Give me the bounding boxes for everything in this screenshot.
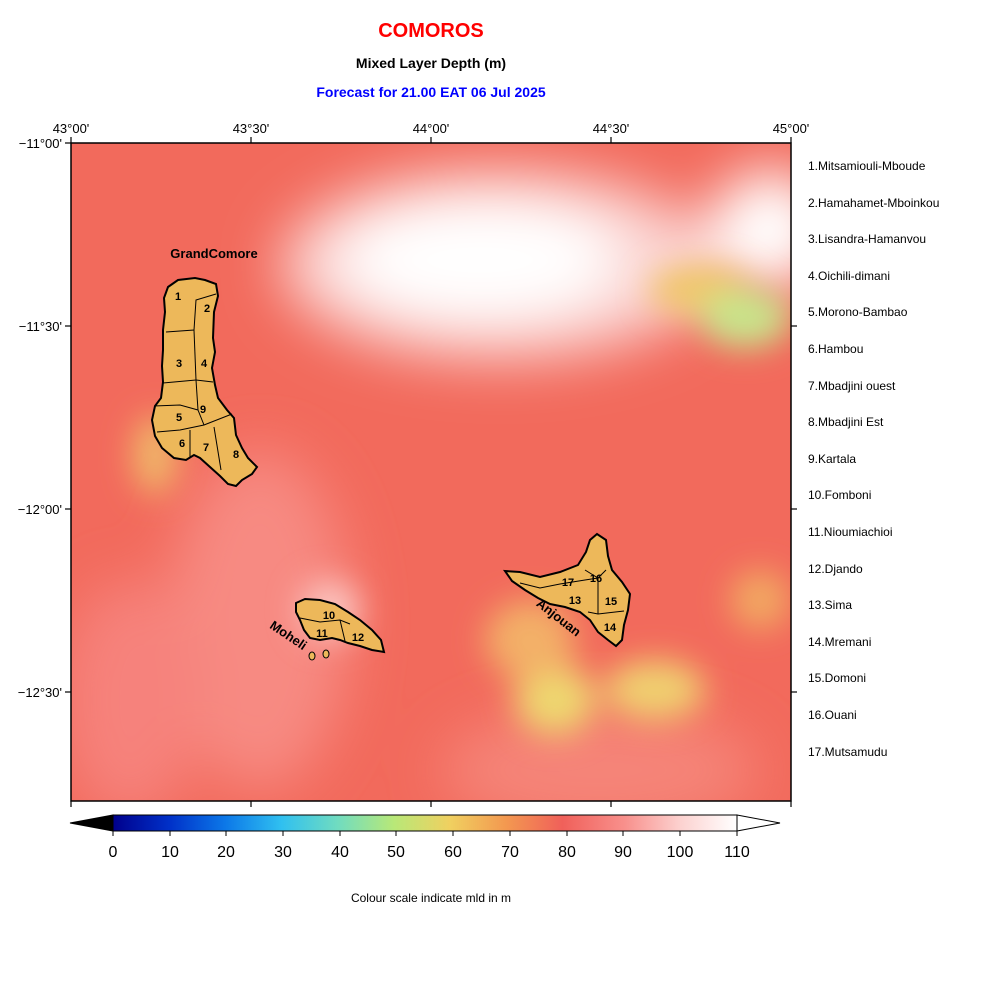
colorbar-caption: Colour scale indicate mld in m (350, 891, 512, 905)
region-legend-item: 7.Mbadjini ouest (808, 378, 896, 393)
colorbar-bar (112, 814, 738, 832)
region-legend-item: 17.Mutsamudu (808, 744, 888, 759)
grand-comore-island (150, 276, 259, 488)
lon-tick-labels: 43°00' 43°30' 44°00' 44°30' 45°00' (53, 121, 810, 136)
colorbar-tick-label: 0 (109, 844, 118, 861)
lat-tick-label: −11°00' (19, 136, 62, 151)
region-legend: 1.Mitsamiouli-Mboude 2.Hamahamet-Mboinko… (808, 158, 939, 780)
colorbar-tick-label: 20 (217, 844, 235, 861)
lon-tick-label: 44°00' (413, 121, 450, 136)
map-title: COMOROS (378, 20, 484, 42)
region-legend-item: 1.Mitsamiouli-Mboude (808, 159, 926, 173)
region-number: 16 (590, 573, 602, 585)
colorbar-tick-label: 30 (274, 844, 292, 861)
region-number: 15 (605, 596, 617, 608)
colorbar-tick-label: 60 (444, 844, 462, 861)
colorbar-tick-label: 70 (501, 844, 519, 861)
lat-tick-label: −12°30' (18, 685, 62, 700)
region-legend-item: 2.Hamahamet-Mboinkou (808, 195, 940, 210)
forecast-time: Forecast for 21.00 EAT 06 Jul 2025 (316, 84, 546, 100)
region-number: 17 (562, 577, 574, 589)
region-legend-item: 16.Ouani (808, 707, 857, 722)
region-number: 11 (316, 628, 328, 640)
colorbar: 0 10 20 30 40 50 60 70 80 90 100 110 (69, 814, 781, 861)
colorbar-tick-label: 100 (667, 844, 694, 861)
moheli-island (295, 597, 386, 661)
region-number: 3 (176, 358, 182, 370)
region-number: 12 (352, 632, 364, 644)
region-legend-item: 13.Sima (808, 598, 853, 613)
region-legend-item: 3.Lisandra-Hamanvou (808, 232, 927, 247)
region-number: 1 (175, 291, 181, 303)
lat-tick-label: −11°30' (19, 319, 62, 334)
map-subtitle: Mixed Layer Depth (m) (355, 55, 507, 71)
mld-field (71, 143, 791, 801)
region-legend-item: 10.Fomboni (808, 488, 872, 503)
region-legend-item: 12.Djando (808, 561, 863, 576)
region-legend-item: 5.Morono-Bambao (808, 305, 908, 320)
colorbar-tick-label: 90 (614, 844, 632, 861)
region-number: 7 (203, 442, 209, 454)
region-number: 10 (323, 610, 335, 622)
lon-tick-marks (65, 137, 797, 807)
region-number: 5 (176, 412, 182, 424)
lon-tick-label: 45°00' (773, 121, 810, 136)
colorbar-tick-label: 40 (331, 844, 349, 861)
region-number: 14 (604, 622, 617, 634)
region-number: 2 (204, 303, 210, 315)
colorbar-tick-label: 110 (724, 844, 750, 861)
region-number: 6 (179, 438, 185, 450)
region-number-labels: 1 2 3 4 5 6 7 8 9 10 11 12 13 14 15 16 1… (175, 291, 617, 644)
region-number: 13 (569, 595, 581, 607)
region-legend-item: 8.Mbadjini Est (808, 415, 884, 430)
region-number: 9 (200, 404, 206, 416)
region-legend-item: 14.Mremani (808, 634, 872, 649)
grand-comore-label: GrandComore (170, 246, 257, 261)
region-legend-item: 4.Oichili-dimani (808, 268, 891, 283)
colorbar-tick-label: 50 (387, 844, 405, 861)
lon-tick-label: 44°30' (593, 121, 630, 136)
region-legend-item: 11.Nioumiachioi (808, 524, 893, 539)
colorbar-tick-label: 80 (558, 844, 576, 861)
region-number: 8 (233, 449, 239, 461)
region-legend-item: 6.Hambou (808, 341, 864, 356)
colorbar-tick-label: 10 (161, 844, 179, 861)
region-number: 4 (201, 358, 208, 370)
lon-tick-label: 43°30' (233, 121, 270, 136)
lon-tick-label: 43°00' (53, 121, 90, 136)
lat-tick-label: −12°00' (18, 502, 62, 517)
region-legend-item: 15.Domoni (808, 671, 867, 686)
region-legend-item: 9.Kartala (808, 451, 857, 466)
colorbar-high-arrow (736, 814, 781, 832)
anjouan-island (502, 532, 632, 648)
colorbar-low-arrow (69, 814, 114, 832)
lat-tick-labels: −11°00' −11°30' −12°00' −12°30' (18, 136, 62, 700)
